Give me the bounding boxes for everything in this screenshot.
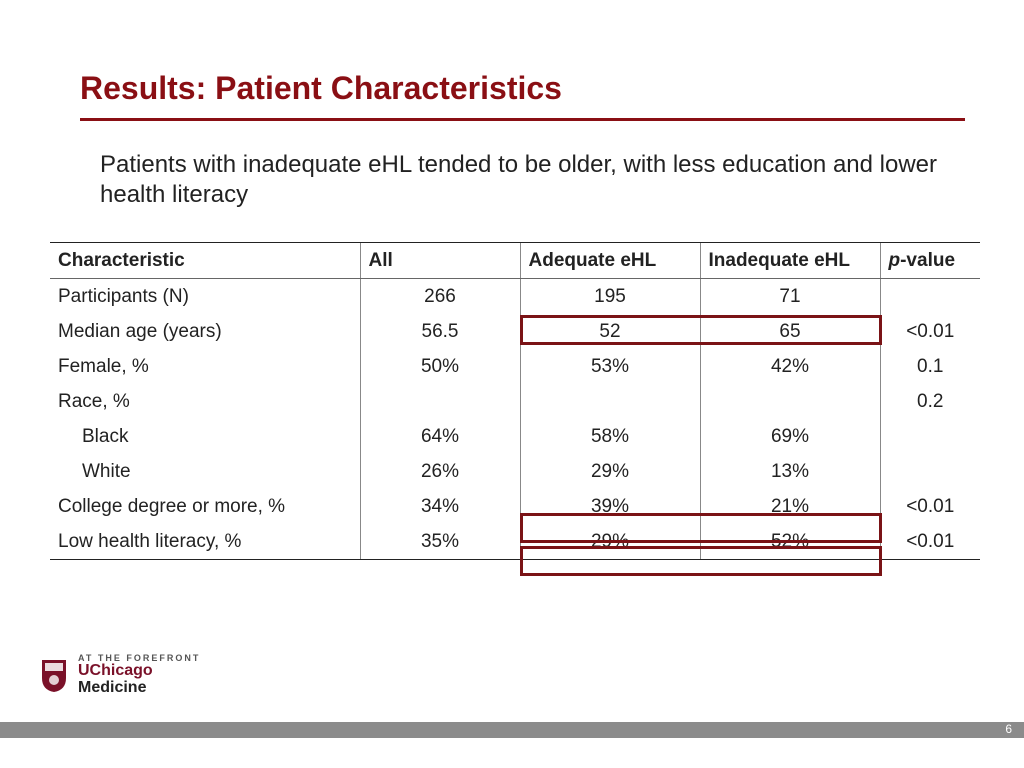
- slide: Results: Patient Characteristics Patient…: [0, 0, 1024, 768]
- characteristics-table: Characteristic All Adequate eHL Inadequa…: [50, 242, 980, 560]
- cell-label: Race, %: [50, 384, 360, 419]
- col-characteristic: Characteristic: [50, 243, 360, 279]
- cell-adequate: 195: [520, 279, 700, 315]
- cell-inadequate: 13%: [700, 454, 880, 489]
- table-body: Participants (N)26619571Median age (year…: [50, 279, 980, 560]
- cell-adequate: [520, 384, 700, 419]
- cell-pvalue: [880, 279, 980, 315]
- table-row: Low health literacy, %35%29%52%<0.01: [50, 524, 980, 560]
- cell-all: [360, 384, 520, 419]
- logo-line1: UChicago: [78, 663, 200, 680]
- cell-label: College degree or more, %: [50, 489, 360, 524]
- cell-label: Black: [50, 419, 360, 454]
- cell-all: 26%: [360, 454, 520, 489]
- cell-inadequate: [700, 384, 880, 419]
- cell-all: 56.5: [360, 314, 520, 349]
- cell-inadequate: 71: [700, 279, 880, 315]
- shield-icon: [40, 658, 68, 694]
- cell-all: 64%: [360, 419, 520, 454]
- cell-all: 50%: [360, 349, 520, 384]
- table-row: Black64%58%69%: [50, 419, 980, 454]
- cell-inadequate: 69%: [700, 419, 880, 454]
- cell-all: 35%: [360, 524, 520, 560]
- slide-subtitle: Patients with inadequate eHL tended to b…: [100, 150, 940, 210]
- cell-pvalue: 0.2: [880, 384, 980, 419]
- cell-adequate: 39%: [520, 489, 700, 524]
- cell-pvalue: <0.01: [880, 489, 980, 524]
- cell-adequate: 52: [520, 314, 700, 349]
- col-all: All: [360, 243, 520, 279]
- cell-pvalue: 0.1: [880, 349, 980, 384]
- cell-inadequate: 65: [700, 314, 880, 349]
- cell-adequate: 29%: [520, 454, 700, 489]
- logo-text: AT THE FOREFRONT UChicago Medicine: [78, 654, 200, 697]
- cell-pvalue: [880, 419, 980, 454]
- col-adequate: Adequate eHL: [520, 243, 700, 279]
- cell-adequate: 58%: [520, 419, 700, 454]
- title-rule: [80, 118, 965, 121]
- table-row: College degree or more, %34%39%21%<0.01: [50, 489, 980, 524]
- cell-label: White: [50, 454, 360, 489]
- table-row: Female, %50%53%42%0.1: [50, 349, 980, 384]
- footer-bar: [0, 722, 1024, 738]
- cell-all: 34%: [360, 489, 520, 524]
- slide-title: Results: Patient Characteristics: [80, 70, 562, 107]
- cell-inadequate: 52%: [700, 524, 880, 560]
- cell-label: Low health literacy, %: [50, 524, 360, 560]
- cell-all: 266: [360, 279, 520, 315]
- cell-pvalue: [880, 454, 980, 489]
- footer-logo: AT THE FOREFRONT UChicago Medicine: [40, 654, 200, 697]
- col-pvalue: p-value: [880, 243, 980, 279]
- table-row: Race, % 0.2: [50, 384, 980, 419]
- cell-pvalue: <0.01: [880, 314, 980, 349]
- col-inadequate: Inadequate eHL: [700, 243, 880, 279]
- cell-label: Participants (N): [50, 279, 360, 315]
- table-row: Median age (years)56.55265<0.01: [50, 314, 980, 349]
- table-header-row: Characteristic All Adequate eHL Inadequa…: [50, 243, 980, 279]
- cell-adequate: 53%: [520, 349, 700, 384]
- cell-label: Median age (years): [50, 314, 360, 349]
- cell-inadequate: 42%: [700, 349, 880, 384]
- logo-line2: Medicine: [78, 680, 200, 697]
- table: Characteristic All Adequate eHL Inadequa…: [50, 242, 980, 560]
- table-row: White26%29%13%: [50, 454, 980, 489]
- cell-label: Female, %: [50, 349, 360, 384]
- cell-pvalue: <0.01: [880, 524, 980, 560]
- page-number: 6: [1005, 722, 1012, 736]
- cell-adequate: 29%: [520, 524, 700, 560]
- table-row: Participants (N)26619571: [50, 279, 980, 315]
- cell-inadequate: 21%: [700, 489, 880, 524]
